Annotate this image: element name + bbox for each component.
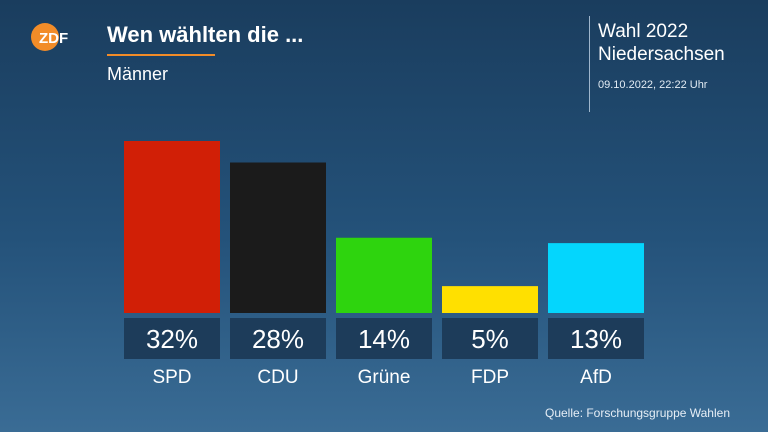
zdf-logo: ZDF <box>31 23 68 51</box>
timestamp: 09.10.2022, 22:22 Uhr <box>598 79 708 91</box>
category-label-cdu: CDU <box>257 367 298 388</box>
page-subtitle: Männer <box>107 64 169 84</box>
bar-afd <box>548 243 644 313</box>
bar-gr-ne <box>336 237 432 313</box>
value-box-gr-ne <box>336 318 432 359</box>
bar-spd <box>124 141 220 313</box>
header-divider <box>589 16 590 112</box>
value-box-afd <box>548 318 644 359</box>
value-label-afd: 13% <box>570 324 622 354</box>
value-box-fdp <box>442 318 538 359</box>
value-label-cdu: 28% <box>252 324 304 354</box>
bar-cdu <box>230 162 326 313</box>
svg-text:ZDF: ZDF <box>39 30 68 47</box>
election-name: Wahl 2022 <box>598 21 689 42</box>
title-underline <box>107 54 215 56</box>
category-label-gr-ne: Grüne <box>358 367 411 388</box>
page-title: Wen wählten die ... <box>107 22 304 47</box>
category-label-fdp: FDP <box>471 367 509 388</box>
election-region: Niedersachsen <box>598 44 725 65</box>
value-box-cdu <box>230 318 326 359</box>
category-label-afd: AfD <box>580 367 612 388</box>
election-info: Wahl 2022 Niedersachsen <box>598 20 725 66</box>
value-label-fdp: 5% <box>471 324 509 354</box>
value-label-spd: 32% <box>146 324 198 354</box>
category-label-spd: SPD <box>152 367 191 388</box>
source-note: Quelle: Forschungsgruppe Wahlen <box>545 406 730 420</box>
value-box-spd <box>124 318 220 359</box>
bar-fdp <box>442 286 538 313</box>
value-label-gr-ne: 14% <box>358 324 410 354</box>
